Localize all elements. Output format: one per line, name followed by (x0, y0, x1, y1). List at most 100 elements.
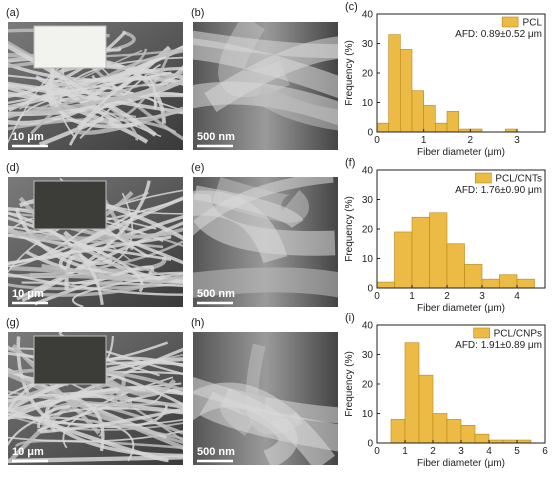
y-tick-label: 10 (362, 254, 374, 265)
fiber (8, 117, 177, 134)
y-tick-label: 30 (362, 195, 374, 206)
fiber (8, 72, 183, 118)
sem-image (8, 332, 183, 465)
x-tick-label: 1 (402, 446, 408, 457)
annotation: AFD: 0.89±0.52 μm (455, 29, 542, 40)
x-tick-label: 0 (374, 135, 380, 146)
fiber (31, 79, 183, 116)
fiber (8, 390, 183, 406)
fiber (194, 185, 304, 229)
y-tick-label: 10 (362, 98, 374, 109)
legend-label: PCL/CNPs (494, 329, 542, 340)
scale-label: 500 nm (197, 131, 235, 143)
y-tick-label: 30 (362, 39, 374, 50)
fiber (21, 180, 151, 303)
x-tick-label: 3 (458, 446, 464, 457)
fiber (8, 455, 183, 463)
fiber (193, 38, 338, 99)
sem-image (8, 177, 183, 307)
panel-label: (i) (345, 312, 355, 324)
fiber (8, 77, 183, 117)
fiber (8, 372, 183, 450)
fiber (8, 30, 127, 99)
panel-label: (e) (191, 162, 204, 174)
fiber (34, 75, 123, 128)
histogram-bar (464, 264, 483, 289)
histogram-bar (394, 231, 413, 289)
legend-swatch (473, 327, 490, 339)
histogram-bar (481, 278, 500, 289)
fiber (8, 228, 174, 241)
fiber (8, 45, 172, 126)
fiber (17, 82, 183, 122)
y-tick-label: 20 (362, 225, 374, 236)
histogram-bar (460, 424, 476, 444)
fiber (76, 75, 157, 129)
x-tick-label: 3 (479, 291, 485, 302)
x-axis-label: Fiber diameter (μm) (417, 303, 505, 314)
fiber (18, 235, 164, 249)
fiber (8, 230, 167, 279)
histogram-bar (429, 212, 448, 289)
y-tick-label: 20 (362, 69, 374, 80)
fiber (39, 407, 183, 434)
x-tick-label: 2 (444, 291, 450, 302)
annotation: AFD: 1.91±0.89 μm (455, 340, 542, 351)
x-tick-label: 5 (514, 446, 520, 457)
fiber (71, 272, 183, 307)
y-axis-label: Frequency (%) (344, 40, 355, 106)
histogram-bar (390, 419, 406, 444)
histogram-bar (411, 90, 424, 133)
legend-swatch (501, 16, 519, 28)
histogram-bar (404, 342, 420, 444)
y-tick-label: 30 (362, 350, 374, 361)
x-tick-label: 4 (514, 291, 520, 302)
y-tick-label: 40 (362, 321, 374, 332)
x-tick-label: 0 (374, 291, 380, 302)
fiber (29, 273, 183, 297)
fiber (34, 265, 155, 306)
x-axis-label: Fiber diameter (μm) (417, 147, 505, 158)
histogram-bar (446, 243, 465, 289)
x-tick-label: 2 (468, 135, 474, 146)
fiber (84, 418, 183, 440)
x-tick-label: 3 (514, 135, 520, 146)
scale-label: 500 nm (197, 288, 235, 300)
histogram-bar (411, 216, 430, 289)
fiber (91, 75, 183, 112)
histogram-bar (388, 34, 401, 133)
panel-label: (c) (345, 1, 358, 13)
legend-swatch (475, 172, 492, 184)
scale-label: 10 μm (12, 288, 44, 300)
histogram-bar (423, 105, 436, 133)
fiber (8, 394, 105, 452)
scale-label: 10 μm (12, 446, 44, 458)
fiber (193, 267, 338, 298)
inset-photo (33, 335, 107, 385)
y-axis-label: Frequency (%) (344, 351, 355, 417)
histogram-bar (435, 122, 448, 133)
fiber (8, 430, 183, 443)
histogram-bar (418, 374, 434, 444)
histogram-bar (400, 49, 413, 133)
histogram-bar (376, 281, 395, 289)
panel-label: (a) (6, 7, 19, 19)
histogram-bar (376, 122, 389, 133)
y-tick-label: 0 (367, 284, 373, 295)
y-tick-label: 20 (362, 380, 374, 391)
histogram-bar (446, 111, 459, 133)
fiber (8, 211, 104, 305)
fiber (193, 190, 288, 264)
x-tick-label: 4 (486, 446, 492, 457)
sem-image (193, 22, 338, 150)
fiber (8, 413, 183, 427)
x-tick-label: 0 (374, 446, 380, 457)
fiber (19, 49, 143, 110)
inset-photo (33, 25, 107, 69)
x-tick-label: 2 (430, 446, 436, 457)
y-tick-label: 0 (367, 128, 373, 139)
x-axis-label: Fiber diameter (μm) (417, 458, 505, 469)
x-tick-label: 6 (542, 446, 548, 457)
fiber (8, 407, 183, 447)
